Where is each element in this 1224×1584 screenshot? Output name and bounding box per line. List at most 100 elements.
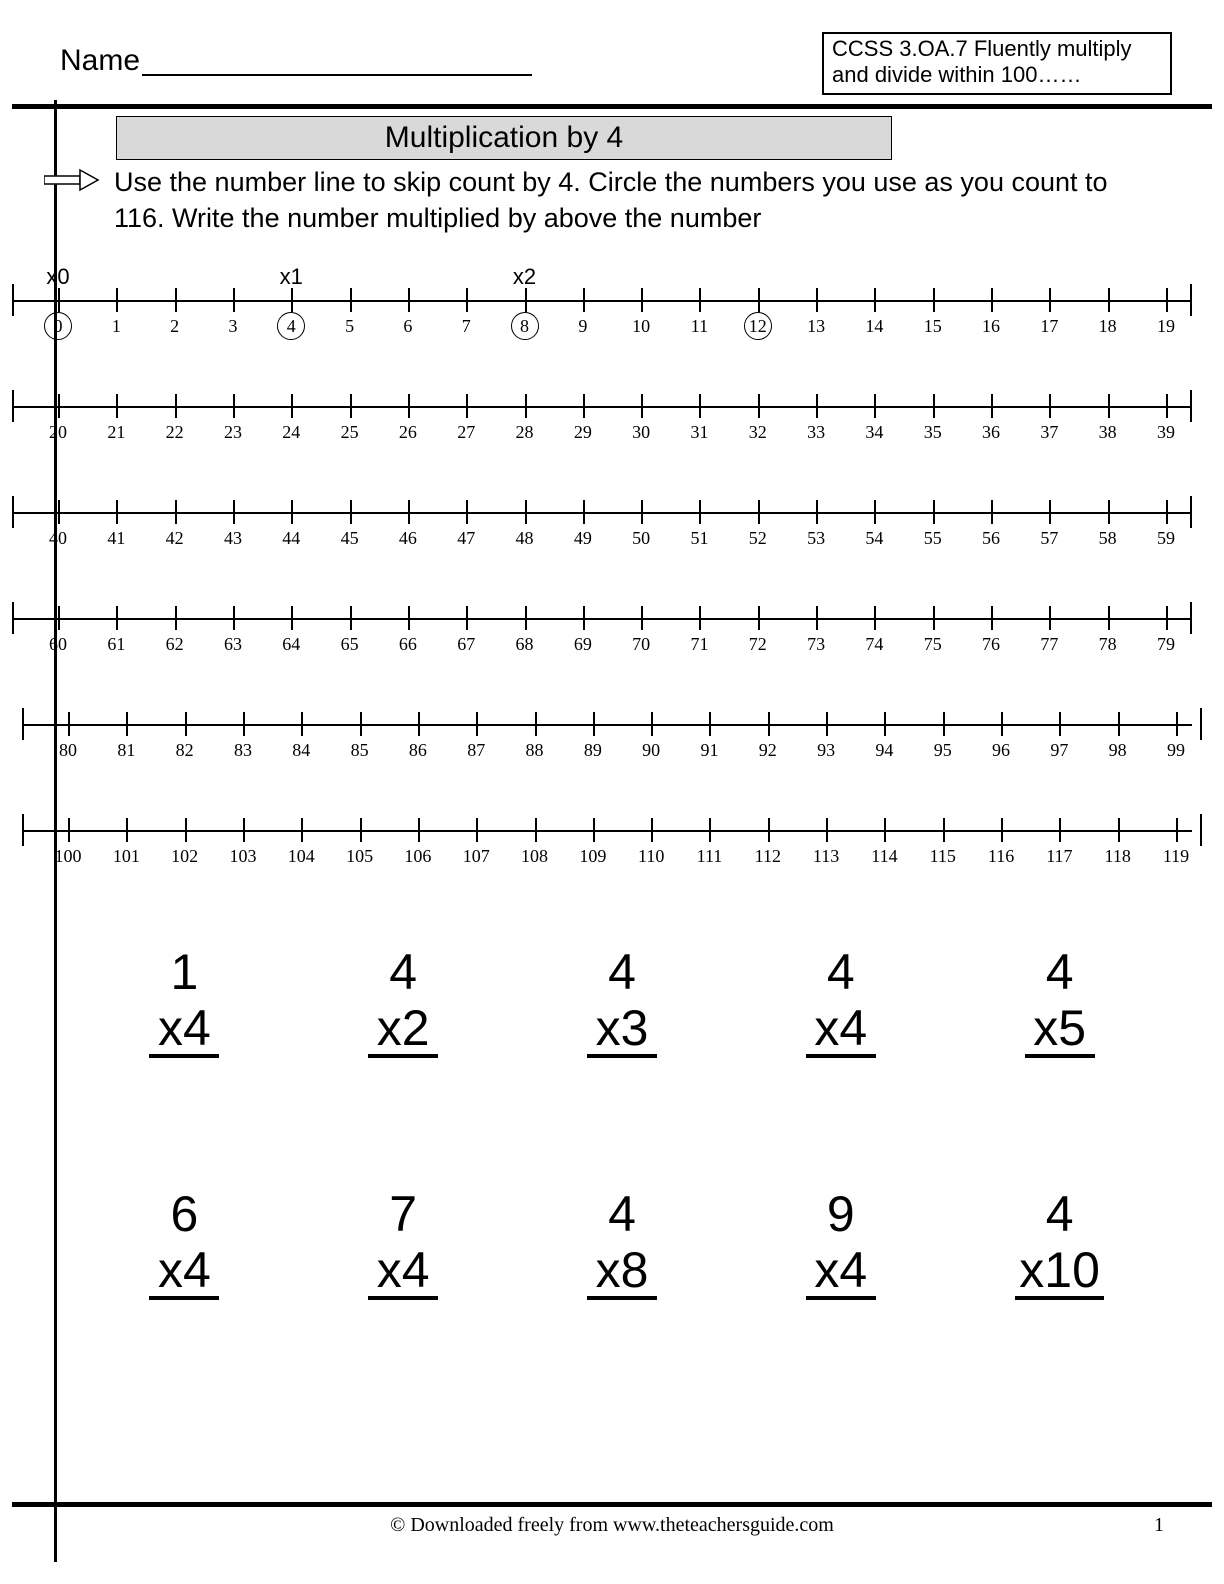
tick-label: 68 [516, 634, 534, 655]
tick [641, 606, 643, 630]
tick [116, 288, 118, 312]
tick [593, 712, 595, 736]
multiplication-problem: 6x4 [80, 1188, 289, 1300]
tick [466, 394, 468, 418]
circled-number [744, 312, 772, 340]
tick-label: 117 [1046, 846, 1072, 867]
tick-label: 82 [176, 740, 194, 761]
multiplication-problem: 7x4 [299, 1188, 508, 1300]
tick [175, 606, 177, 630]
tick [583, 606, 585, 630]
tick [291, 394, 293, 418]
tick-label: 74 [865, 634, 883, 655]
tick [884, 712, 886, 736]
tick [816, 288, 818, 312]
tick-label: 119 [1163, 846, 1189, 867]
circled-number [277, 312, 305, 340]
number-line-row: 6061626364656667686970717273747576777879 [12, 586, 1192, 682]
tick-label: 101 [113, 846, 140, 867]
tick-label: 95 [934, 740, 952, 761]
tick-label: 100 [55, 846, 82, 867]
tick-label: 99 [1167, 740, 1185, 761]
tick-label: 90 [642, 740, 660, 761]
problems-grid: 1x44x24x34x44x56x47x44x89x44x10 [80, 946, 1164, 1300]
problem-top: 1 [80, 946, 289, 999]
tick-label: 96 [992, 740, 1010, 761]
tick [291, 288, 293, 312]
number-line-row: 8081828384858687888990919293949596979899 [22, 692, 1192, 788]
tick [525, 500, 527, 524]
tick [58, 394, 60, 418]
tick-label: 98 [1109, 740, 1127, 761]
name-label: Name [60, 44, 140, 77]
tick [360, 712, 362, 736]
multiplication-problem: 4x3 [518, 946, 727, 1058]
tick-label: 25 [341, 422, 359, 443]
tick-label: 84 [292, 740, 310, 761]
tick-label: 69 [574, 634, 592, 655]
multiplication-problem: 4x2 [299, 946, 508, 1058]
tick-label: 41 [107, 528, 125, 549]
tick [991, 500, 993, 524]
tick [826, 712, 828, 736]
tick [593, 818, 595, 842]
tick [874, 394, 876, 418]
tick [525, 288, 527, 312]
tick-label: 64 [282, 634, 300, 655]
tick [1118, 712, 1120, 736]
tick [699, 500, 701, 524]
tick-label: 93 [817, 740, 835, 761]
tick [466, 606, 468, 630]
tick-label: 32 [749, 422, 767, 443]
tick [175, 288, 177, 312]
multiplication-problem: 4x10 [955, 1188, 1164, 1300]
tick [1108, 500, 1110, 524]
tick-label: 51 [690, 528, 708, 549]
number-line-axis [22, 724, 1192, 726]
problem-bottom: x4 [806, 1002, 876, 1059]
tick-label: 50 [632, 528, 650, 549]
tick [301, 712, 303, 736]
tick-label: 21 [107, 422, 125, 443]
tick-label: 27 [457, 422, 475, 443]
tick [68, 712, 70, 736]
problem-bottom: x3 [587, 1002, 657, 1059]
tick-label: 108 [521, 846, 548, 867]
arrow-icon [44, 168, 100, 192]
tick-label: 29 [574, 422, 592, 443]
problem-top: 4 [955, 946, 1164, 999]
tick [816, 394, 818, 418]
tick-label: 110 [638, 846, 664, 867]
tick-label: 42 [166, 528, 184, 549]
tick-label: 107 [463, 846, 490, 867]
tick [699, 288, 701, 312]
tick [58, 288, 60, 312]
tick [758, 500, 760, 524]
tick [466, 288, 468, 312]
tick [641, 394, 643, 418]
tick [991, 394, 993, 418]
tick-label: 86 [409, 740, 427, 761]
tick-label: 56 [982, 528, 1000, 549]
tick-label: 97 [1050, 740, 1068, 761]
tick-label: 38 [1099, 422, 1117, 443]
tick-label: 9 [578, 316, 587, 337]
problem-bottom: x4 [806, 1244, 876, 1301]
tick [1166, 288, 1168, 312]
tick [476, 712, 478, 736]
tick-label: 28 [516, 422, 534, 443]
tick [1049, 394, 1051, 418]
tick [991, 288, 993, 312]
problem-bottom: x4 [149, 1244, 219, 1301]
number-lines: 0x01234x15678x29101112131415161718192021… [12, 268, 1192, 904]
tick [233, 606, 235, 630]
name-underline[interactable] [142, 74, 532, 76]
tick [418, 818, 420, 842]
tick [1108, 394, 1110, 418]
tick-label: 23 [224, 422, 242, 443]
tick [350, 606, 352, 630]
tick [699, 394, 701, 418]
multiplication-problem: 1x4 [80, 946, 289, 1058]
number-line-row: 4041424344454647484950515253545556575859 [12, 480, 1192, 576]
tick [291, 500, 293, 524]
